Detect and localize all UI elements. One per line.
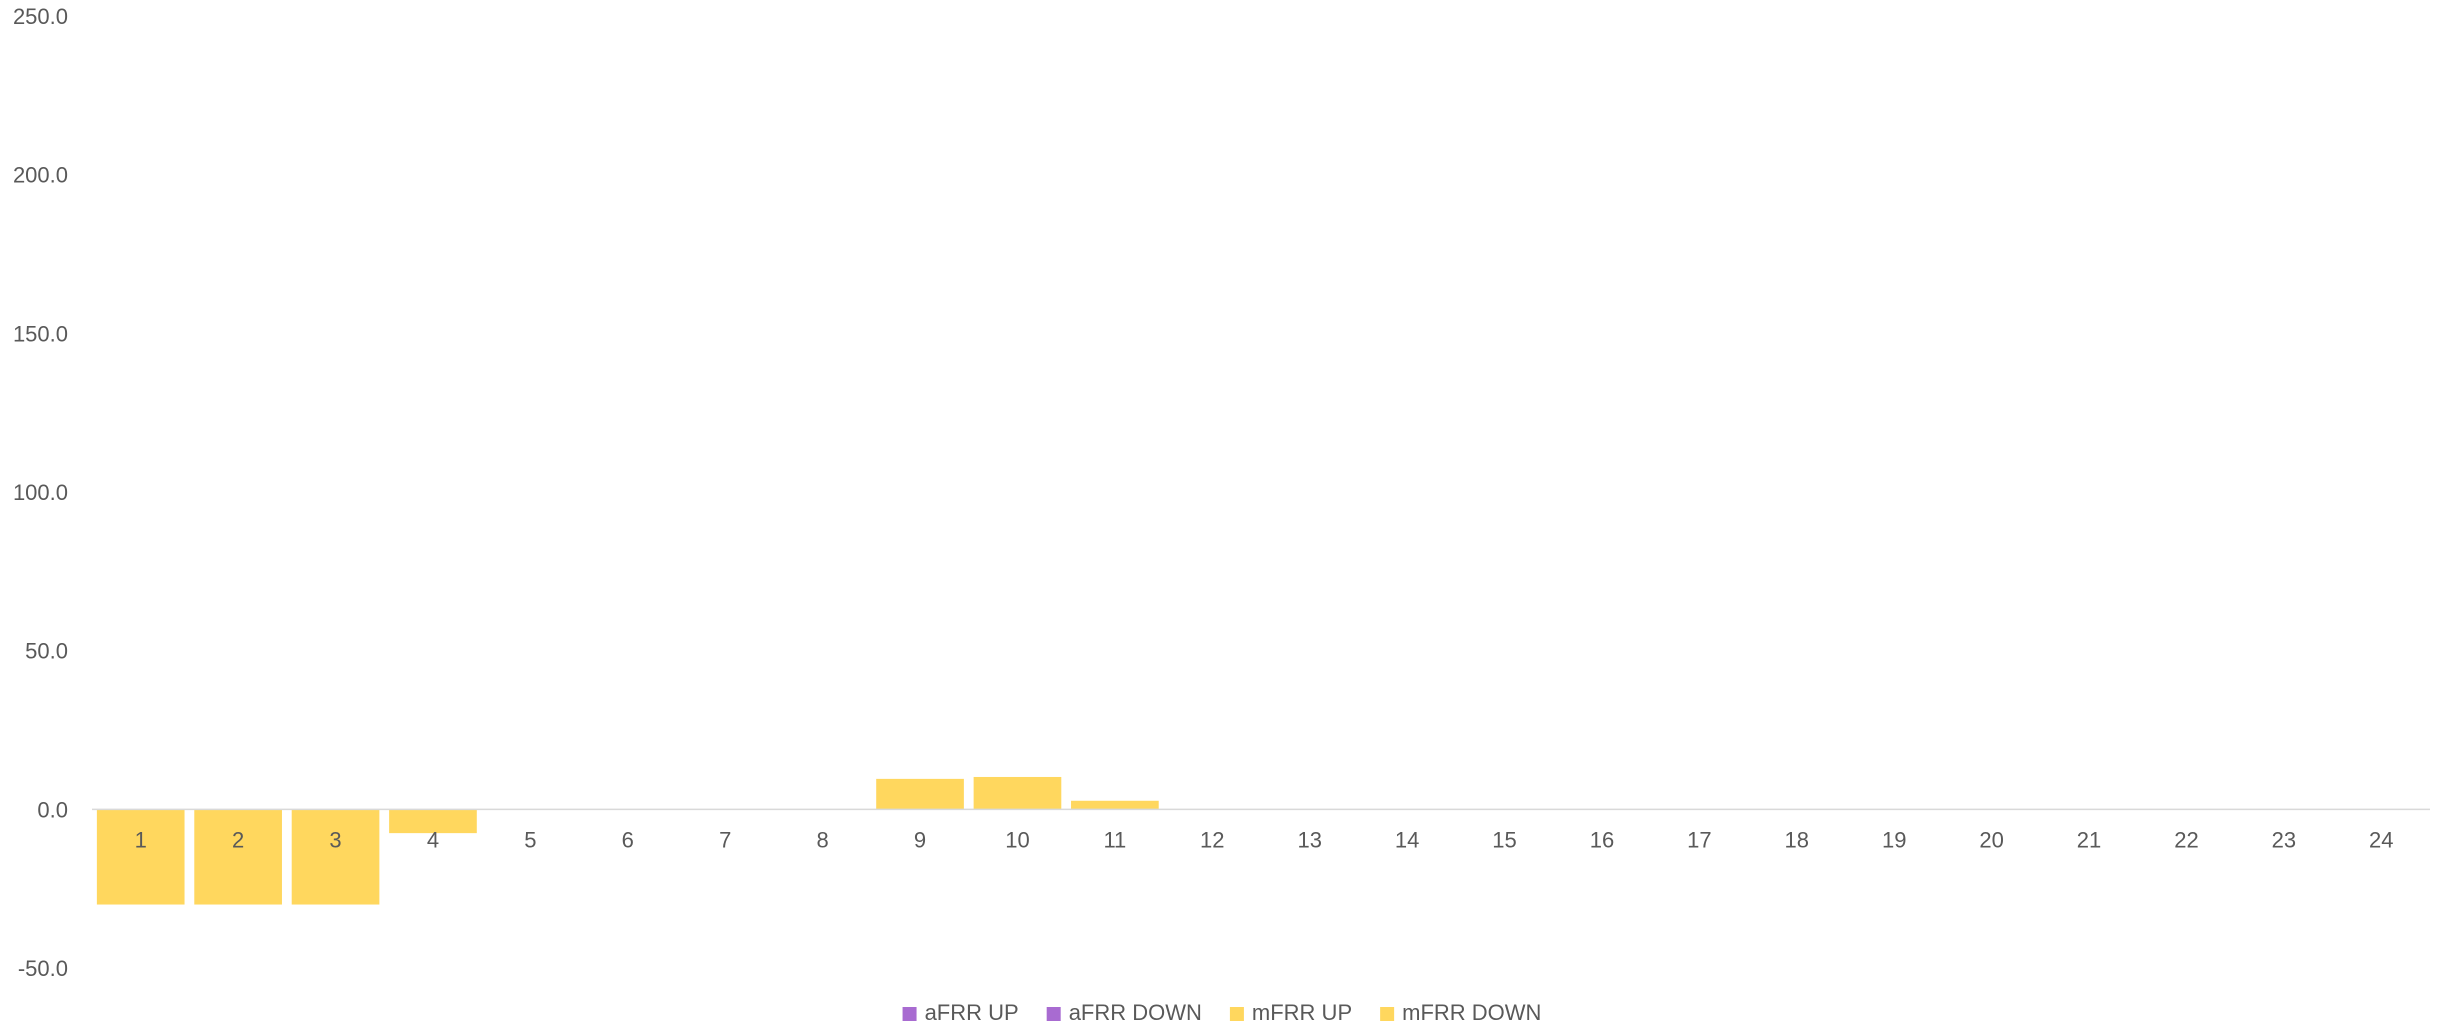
x-tick-label: 11: [1103, 827, 1126, 852]
legend-item-afrr-up: aFRR UP: [902, 1000, 1019, 1025]
bar-mfrr-down-2: [194, 809, 282, 905]
legend-swatch: [1229, 1007, 1244, 1021]
legend-label: aFRR UP: [925, 1000, 1019, 1025]
x-tick-label: 5: [524, 827, 536, 852]
y-axis: 250.0 200.0 150.0 100.0 50.0 0.0 -50.0: [13, 4, 68, 981]
legend-item-afrr-down: aFRR DOWN: [1046, 1000, 1202, 1025]
x-tick-label: 9: [914, 827, 926, 852]
x-tick-label: 12: [1200, 827, 1224, 852]
x-tick-label: 20: [1979, 827, 2003, 852]
x-tick-label: 1: [135, 827, 147, 852]
y-tick-label: 200.0: [13, 163, 68, 188]
x-tick-label: 15: [1492, 827, 1516, 852]
x-tick-label: 19: [1882, 827, 1906, 852]
x-tick-label: 24: [2369, 827, 2393, 852]
x-axis: 1 2 3 4 5 6 7 8 9 10 11 12 13 14 15 16 17 18 19 20 21 22 23 24: [135, 827, 2394, 852]
bar-mfrr-up-11: [1071, 800, 1159, 810]
x-tick-label: 17: [1687, 827, 1711, 852]
x-tick-label: 13: [1297, 827, 1321, 852]
y-tick-label: -50.0: [18, 956, 68, 981]
x-tick-label: 8: [817, 827, 829, 852]
legend-label: mFRR UP: [1252, 1000, 1352, 1025]
bar-mfrr-down-3: [291, 809, 380, 905]
x-tick-label: 4: [427, 827, 439, 852]
x-tick-label: 10: [1005, 827, 1029, 852]
bar-mfrr-down-1: [96, 809, 185, 905]
y-tick-label: 150.0: [13, 321, 68, 346]
x-tick-label: 3: [329, 827, 341, 852]
bars: [96, 776, 1159, 905]
bar-mfrr-down-4: [389, 809, 477, 834]
y-tick-label: 250.0: [13, 4, 68, 29]
x-tick-label: 14: [1395, 827, 1419, 852]
y-tick-label: 50.0: [25, 639, 68, 664]
bar-mfrr-up-9: [876, 778, 964, 810]
legend: aFRR UP aFRR DOWN mFRR UP mFRR DOWN: [902, 1000, 1541, 1025]
x-tick-label: 23: [2272, 827, 2296, 852]
x-tick-label: 18: [1785, 827, 1809, 852]
x-tick-label: 16: [1590, 827, 1614, 852]
y-tick-label: 0.0: [37, 797, 68, 822]
legend-label: mFRR DOWN: [1402, 1000, 1541, 1025]
legend-item-mfrr-down: mFRR DOWN: [1380, 1000, 1541, 1025]
x-tick-label: 22: [2174, 827, 2198, 852]
x-tick-label: 7: [719, 827, 731, 852]
bar-mfrr-up-10: [973, 776, 1062, 810]
y-tick-label: 100.0: [13, 480, 68, 505]
legend-swatch: [1046, 1007, 1061, 1021]
legend-label: aFRR DOWN: [1069, 1000, 1202, 1025]
x-tick-label: 21: [2077, 827, 2101, 852]
legend-swatch: [1380, 1007, 1395, 1021]
legend-swatch: [902, 1007, 917, 1021]
x-tick-label: 6: [622, 827, 634, 852]
x-tick-label: 2: [232, 827, 244, 852]
legend-item-mfrr-up: mFRR UP: [1229, 1000, 1352, 1025]
